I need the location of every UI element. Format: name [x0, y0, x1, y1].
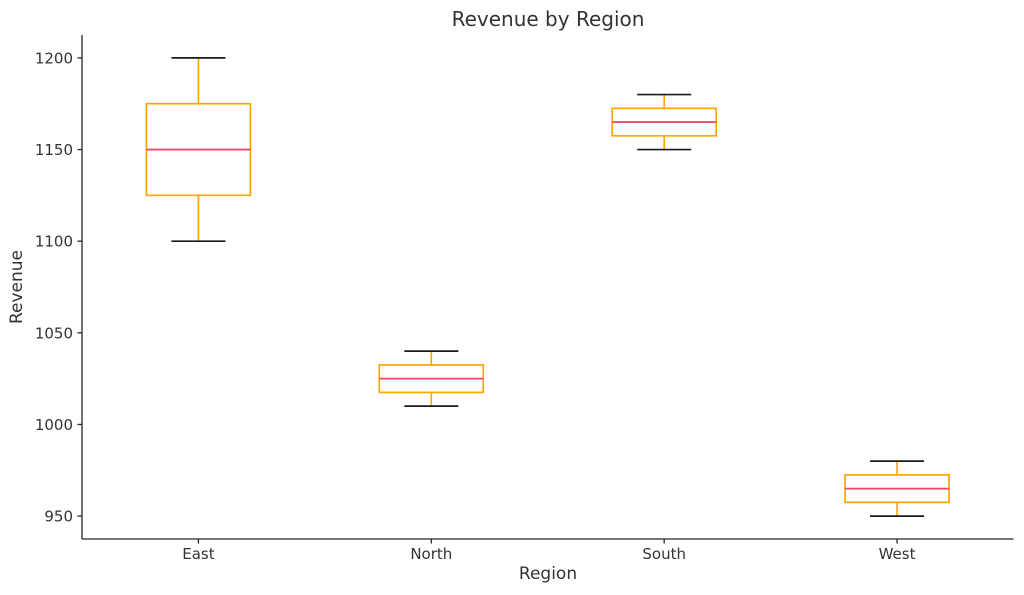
- y-tick-label: 1200: [35, 49, 73, 67]
- y-tick-label: 1150: [35, 141, 73, 159]
- x-axis-title: Region: [518, 564, 578, 584]
- y-tick-label: 1000: [35, 416, 73, 434]
- y-axis-title: Revenue: [7, 249, 27, 325]
- x-tick-label-west: West: [879, 545, 916, 563]
- chart-title: Revenue by Region: [451, 7, 645, 31]
- x-tick-label-north: North: [410, 545, 452, 563]
- x-tick-label-east: East: [182, 545, 214, 563]
- x-tick-label-south: South: [642, 545, 686, 563]
- y-tick-label: 1050: [35, 324, 73, 342]
- y-tick-label: 1100: [35, 233, 73, 251]
- y-tick-label: 950: [44, 508, 73, 526]
